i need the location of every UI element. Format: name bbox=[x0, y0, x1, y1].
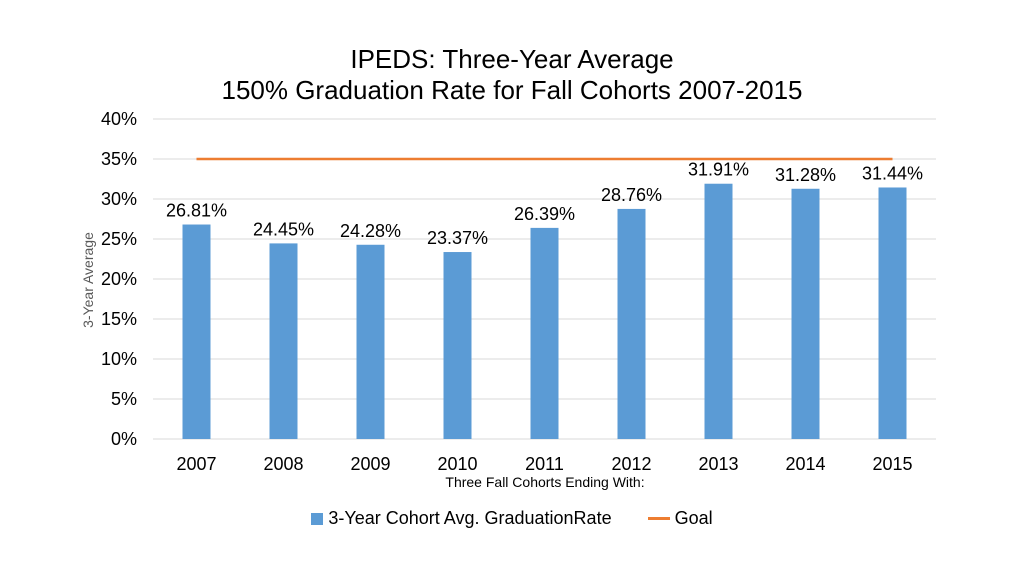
bar bbox=[530, 227, 559, 439]
x-axis-ticks: 2007 2008 2009 2010 2011 2012 2013 2014 2015 bbox=[176, 454, 912, 474]
y-tick-label: 15% bbox=[101, 309, 137, 329]
y-tick-label: 35% bbox=[101, 149, 137, 169]
data-label: 31.91% bbox=[688, 160, 749, 180]
x-tick-label: 2013 bbox=[698, 454, 738, 474]
bar bbox=[443, 252, 472, 439]
bar bbox=[269, 243, 298, 439]
x-tick-label: 2011 bbox=[525, 454, 564, 474]
data-label: 26.39% bbox=[514, 204, 575, 224]
x-tick-label: 2008 bbox=[263, 454, 303, 474]
data-label: 23.37% bbox=[427, 228, 488, 248]
legend-goal-swatch bbox=[647, 517, 670, 520]
x-tick-label: 2012 bbox=[611, 454, 651, 474]
chart-title-line-2: 150% Graduation Rate for Fall Cohorts 20… bbox=[221, 75, 803, 105]
chart-title-line-1: IPEDS: Three-Year Average bbox=[350, 44, 674, 74]
x-tick-label: 2007 bbox=[176, 454, 216, 474]
y-axis-label: 3-Year Average bbox=[80, 232, 96, 328]
bars bbox=[182, 183, 907, 439]
data-labels: 26.81% 24.45% 24.28% 23.37% 26.39% 28.76% 31.9… bbox=[166, 160, 923, 248]
y-tick-label: 5% bbox=[111, 389, 137, 409]
chart-title: IPEDS: Three-Year Average 150% Graduatio… bbox=[0, 44, 1024, 106]
data-label: 26.81% bbox=[166, 201, 227, 221]
y-tick-label: 25% bbox=[101, 229, 137, 249]
y-tick-label: 40% bbox=[101, 109, 137, 129]
data-label: 24.45% bbox=[253, 219, 314, 239]
legend-item-goal: Goal bbox=[647, 508, 713, 529]
x-tick-label: 2009 bbox=[350, 454, 390, 474]
x-tick-label: 2014 bbox=[785, 454, 825, 474]
x-tick-label: 2010 bbox=[437, 454, 477, 474]
data-label: 31.28% bbox=[775, 165, 836, 185]
legend-goal-label: Goal bbox=[674, 508, 713, 528]
bar bbox=[878, 187, 907, 439]
bar bbox=[704, 183, 733, 439]
bar bbox=[356, 244, 385, 439]
data-label: 31.44% bbox=[862, 163, 923, 183]
bar bbox=[182, 224, 211, 439]
legend-bar-label: 3-Year Cohort Avg. GraduationRate bbox=[328, 508, 612, 528]
data-label: 28.76% bbox=[601, 185, 662, 205]
y-axis-ticks: 0% 5% 10% 15% 20% 25% 30% 35% 40% bbox=[101, 109, 137, 449]
y-tick-label: 30% bbox=[101, 189, 137, 209]
legend-bar-swatch bbox=[311, 512, 324, 525]
bar bbox=[791, 188, 820, 439]
x-tick-label: 2015 bbox=[872, 454, 912, 474]
x-axis-label: Three Fall Cohorts Ending With: bbox=[445, 474, 644, 490]
bar bbox=[617, 208, 646, 439]
data-label: 24.28% bbox=[340, 221, 401, 241]
y-tick-label: 20% bbox=[101, 269, 137, 289]
legend-item-bars: 3-Year Cohort Avg. GraduationRate bbox=[311, 508, 612, 529]
y-tick-label: 10% bbox=[101, 349, 137, 369]
legend: 3-Year Cohort Avg. GraduationRate Goal bbox=[0, 508, 1024, 529]
y-tick-label: 0% bbox=[111, 429, 137, 449]
